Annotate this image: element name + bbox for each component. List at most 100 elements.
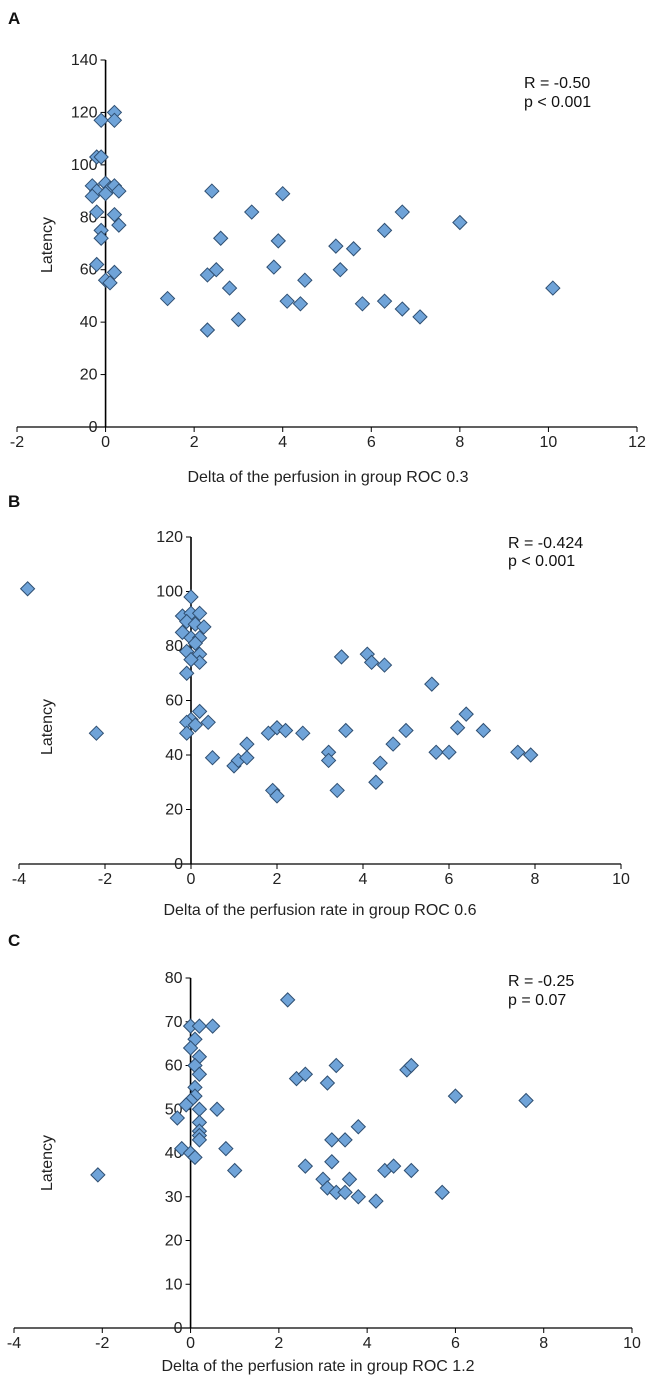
data-points bbox=[19, 581, 539, 804]
data-point bbox=[297, 1066, 314, 1082]
data-point bbox=[191, 703, 208, 720]
x-tick-label: 10 bbox=[540, 434, 558, 451]
panel-b: B Latency Delta of the perfusion rate in… bbox=[8, 492, 630, 919]
data-point bbox=[102, 275, 118, 291]
panel-a: A Latency Delta of the perfusion in grou… bbox=[8, 9, 646, 486]
data-point bbox=[350, 1189, 367, 1205]
data-point bbox=[337, 1132, 353, 1148]
data-point bbox=[89, 256, 105, 273]
data-point bbox=[221, 280, 238, 296]
data-point bbox=[376, 657, 393, 673]
y-tick-label: 60 bbox=[165, 693, 183, 710]
data-point bbox=[187, 635, 204, 651]
x-tick-label: 10 bbox=[612, 871, 630, 888]
y-tick-label: 140 bbox=[71, 52, 98, 69]
x-tick-label: 4 bbox=[363, 1335, 372, 1352]
data-point bbox=[178, 1097, 194, 1113]
y-tick-label: 100 bbox=[156, 584, 183, 601]
data-point bbox=[297, 1158, 314, 1174]
data-point bbox=[328, 1057, 344, 1074]
data-point bbox=[208, 262, 224, 278]
data-point bbox=[244, 204, 260, 220]
data-point bbox=[279, 293, 295, 309]
data-point bbox=[159, 290, 176, 307]
data-point bbox=[376, 222, 393, 239]
y-tick-label: 0 bbox=[174, 856, 183, 873]
y-axis-title: Latency bbox=[39, 1135, 56, 1191]
panel-letter: C bbox=[8, 931, 20, 950]
data-point bbox=[518, 1092, 534, 1109]
data-point bbox=[319, 1075, 336, 1091]
x-tick-label: -2 bbox=[98, 871, 112, 888]
data-point bbox=[187, 1149, 203, 1166]
axes bbox=[18, 536, 622, 869]
data-point bbox=[191, 1132, 208, 1148]
data-point bbox=[452, 214, 468, 231]
data-point bbox=[196, 619, 212, 635]
axes bbox=[13, 977, 633, 1333]
data-point bbox=[545, 280, 561, 296]
data-point bbox=[93, 112, 109, 128]
data-point bbox=[458, 706, 474, 722]
data-point bbox=[93, 149, 109, 165]
y-tick-label: 20 bbox=[165, 802, 183, 819]
y-tick-label: 0 bbox=[174, 1320, 183, 1337]
data-point bbox=[441, 744, 457, 760]
axes bbox=[16, 59, 638, 432]
data-point bbox=[368, 1193, 384, 1209]
data-point bbox=[266, 259, 282, 275]
data-point bbox=[510, 744, 526, 760]
data-point bbox=[394, 204, 410, 220]
data-point bbox=[204, 183, 220, 199]
data-point bbox=[199, 322, 216, 338]
data-point bbox=[169, 1110, 186, 1126]
data-point bbox=[187, 717, 204, 733]
panel-letter: B bbox=[8, 492, 20, 511]
data-points bbox=[84, 104, 561, 338]
data-point bbox=[106, 112, 123, 128]
data-point bbox=[111, 183, 127, 199]
panel-c: C Latency Delta of the perfusion rate in… bbox=[7, 931, 641, 1375]
data-point bbox=[385, 1158, 402, 1174]
x-tick-label: 10 bbox=[623, 1335, 641, 1352]
y-tick-label: 100 bbox=[71, 157, 98, 174]
data-point bbox=[239, 736, 255, 752]
data-point bbox=[106, 264, 123, 281]
data-point bbox=[279, 992, 296, 1008]
y-axis-title: Latency bbox=[39, 217, 56, 273]
x-tick-label: 6 bbox=[367, 434, 376, 451]
data-point bbox=[372, 755, 388, 771]
data-point bbox=[227, 1162, 243, 1179]
data-point bbox=[522, 747, 539, 763]
data-point bbox=[19, 581, 36, 597]
data-point bbox=[269, 788, 285, 804]
x-tick-label: 8 bbox=[539, 1335, 548, 1352]
x-axis-title: Delta of the perfusion in group ROC 0.3 bbox=[187, 469, 468, 486]
data-point bbox=[376, 293, 393, 309]
data-points bbox=[90, 992, 534, 1209]
x-tick-label: 4 bbox=[278, 434, 287, 451]
data-point bbox=[434, 1184, 450, 1201]
x-tick-label: 4 bbox=[359, 871, 368, 888]
data-point bbox=[368, 774, 384, 790]
y-tick-label: 70 bbox=[165, 1014, 183, 1031]
y-tick-label: 120 bbox=[156, 529, 183, 546]
data-point bbox=[333, 649, 350, 665]
x-tick-label: 2 bbox=[274, 1335, 283, 1352]
data-point bbox=[345, 241, 362, 257]
data-point bbox=[178, 725, 195, 741]
data-point bbox=[328, 238, 344, 254]
correlation-r: R = -0.50 bbox=[524, 75, 590, 92]
data-point bbox=[239, 750, 255, 766]
correlation-r: R = -0.424 bbox=[508, 535, 583, 552]
data-point bbox=[178, 665, 195, 681]
data-point bbox=[213, 230, 229, 246]
data-point bbox=[204, 1018, 221, 1034]
x-tick-label: -2 bbox=[10, 434, 24, 451]
data-point bbox=[106, 206, 123, 223]
data-point bbox=[97, 185, 114, 202]
